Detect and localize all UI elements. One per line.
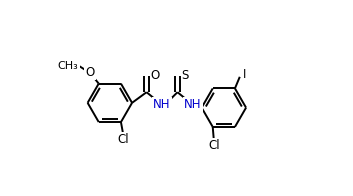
Text: O: O (85, 66, 95, 79)
Text: NH: NH (184, 98, 202, 111)
Text: I: I (243, 68, 246, 81)
Text: Cl: Cl (117, 133, 129, 146)
Text: S: S (182, 69, 189, 82)
Text: NH: NH (153, 98, 171, 111)
Text: Cl: Cl (209, 139, 221, 152)
Text: O: O (151, 69, 160, 82)
Text: CH₃: CH₃ (58, 61, 78, 71)
